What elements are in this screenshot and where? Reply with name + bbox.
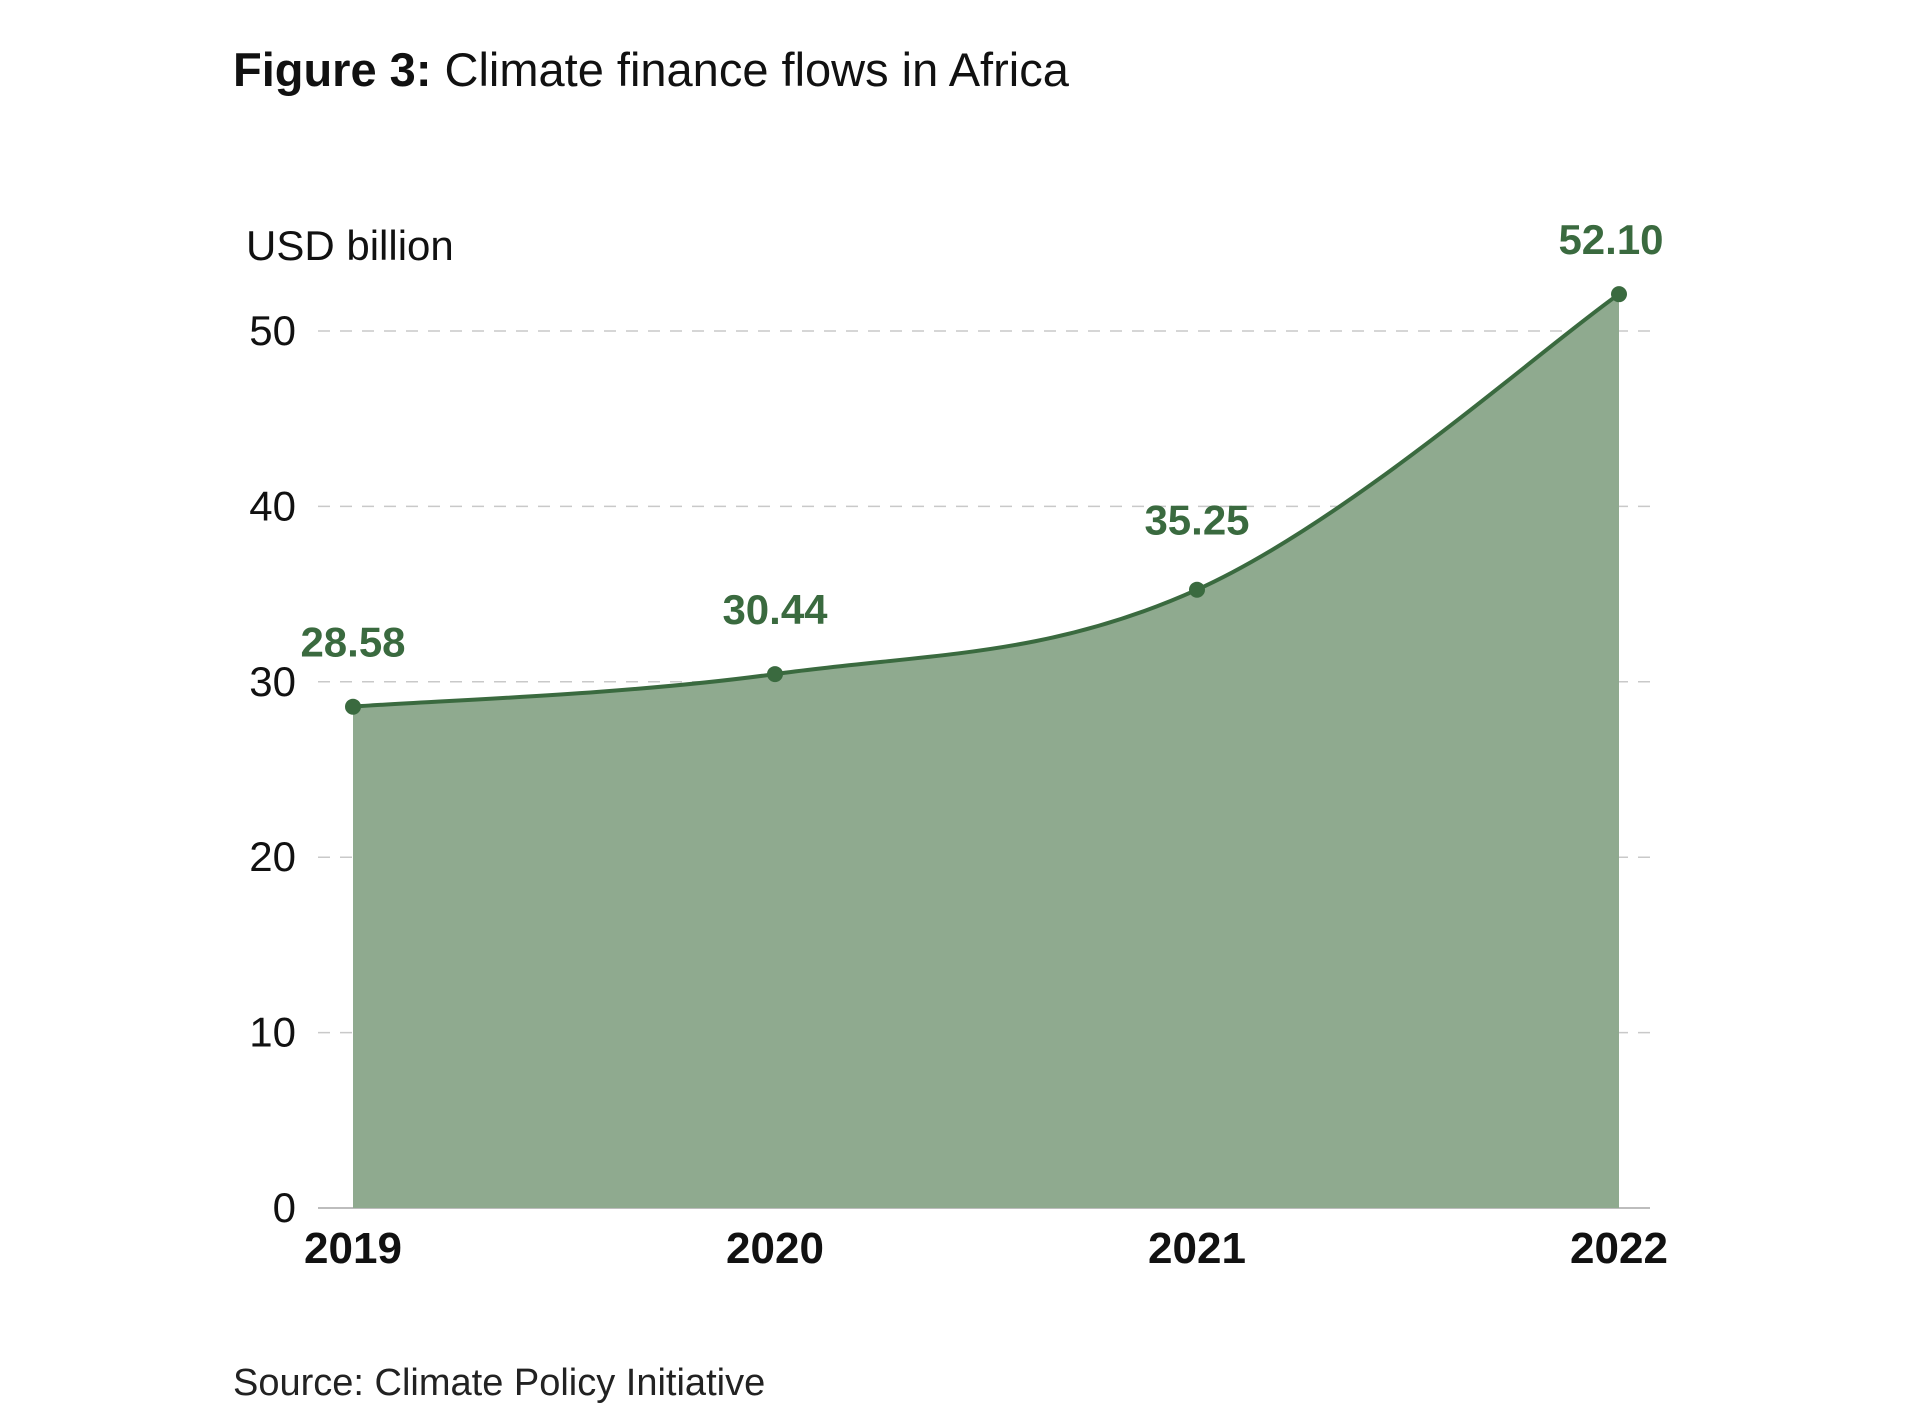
data-point bbox=[1189, 581, 1205, 598]
x-tick-label: 2019 bbox=[304, 1224, 402, 1273]
series-line bbox=[352, 292, 1621, 709]
data-labels: 28.58 30.44 35.25 52.10 bbox=[300, 216, 1663, 666]
y-axis: USD billion 0 10 20 30 40 50 bbox=[246, 222, 454, 1231]
source-note: Source: Climate Policy Initiative bbox=[233, 1362, 766, 1404]
y-axis-label: USD billion bbox=[246, 222, 454, 269]
x-axis: 2019 2020 2021 2022 bbox=[304, 1224, 1668, 1273]
y-tick-label: 50 bbox=[249, 307, 296, 354]
y-tick-label: 10 bbox=[249, 1009, 296, 1056]
data-point bbox=[1611, 286, 1627, 303]
y-tick-label: 20 bbox=[249, 833, 296, 880]
data-points bbox=[345, 286, 1627, 715]
data-label: 35.25 bbox=[1144, 497, 1249, 544]
x-tick-label: 2021 bbox=[1148, 1224, 1246, 1273]
y-tick-label: 40 bbox=[249, 482, 296, 529]
line-layer bbox=[352, 292, 1621, 709]
figure-label: Figure 3: bbox=[233, 43, 432, 96]
data-label: 30.44 bbox=[722, 586, 828, 633]
data-label: 52.10 bbox=[1558, 216, 1663, 263]
figure-title: Figure 3: Climate finance flows in Afric… bbox=[233, 42, 1069, 98]
data-point bbox=[345, 698, 361, 715]
y-tick-label: 30 bbox=[249, 658, 296, 705]
data-label: 28.58 bbox=[300, 619, 405, 666]
data-point bbox=[767, 666, 783, 683]
area-layer bbox=[353, 294, 1619, 1208]
area-fill bbox=[353, 294, 1619, 1208]
x-tick-label: 2020 bbox=[726, 1224, 824, 1273]
figure-title-text: Climate finance flows in Africa bbox=[444, 43, 1069, 96]
x-tick-label: 2022 bbox=[1570, 1224, 1668, 1273]
y-tick-label: 0 bbox=[273, 1184, 296, 1231]
